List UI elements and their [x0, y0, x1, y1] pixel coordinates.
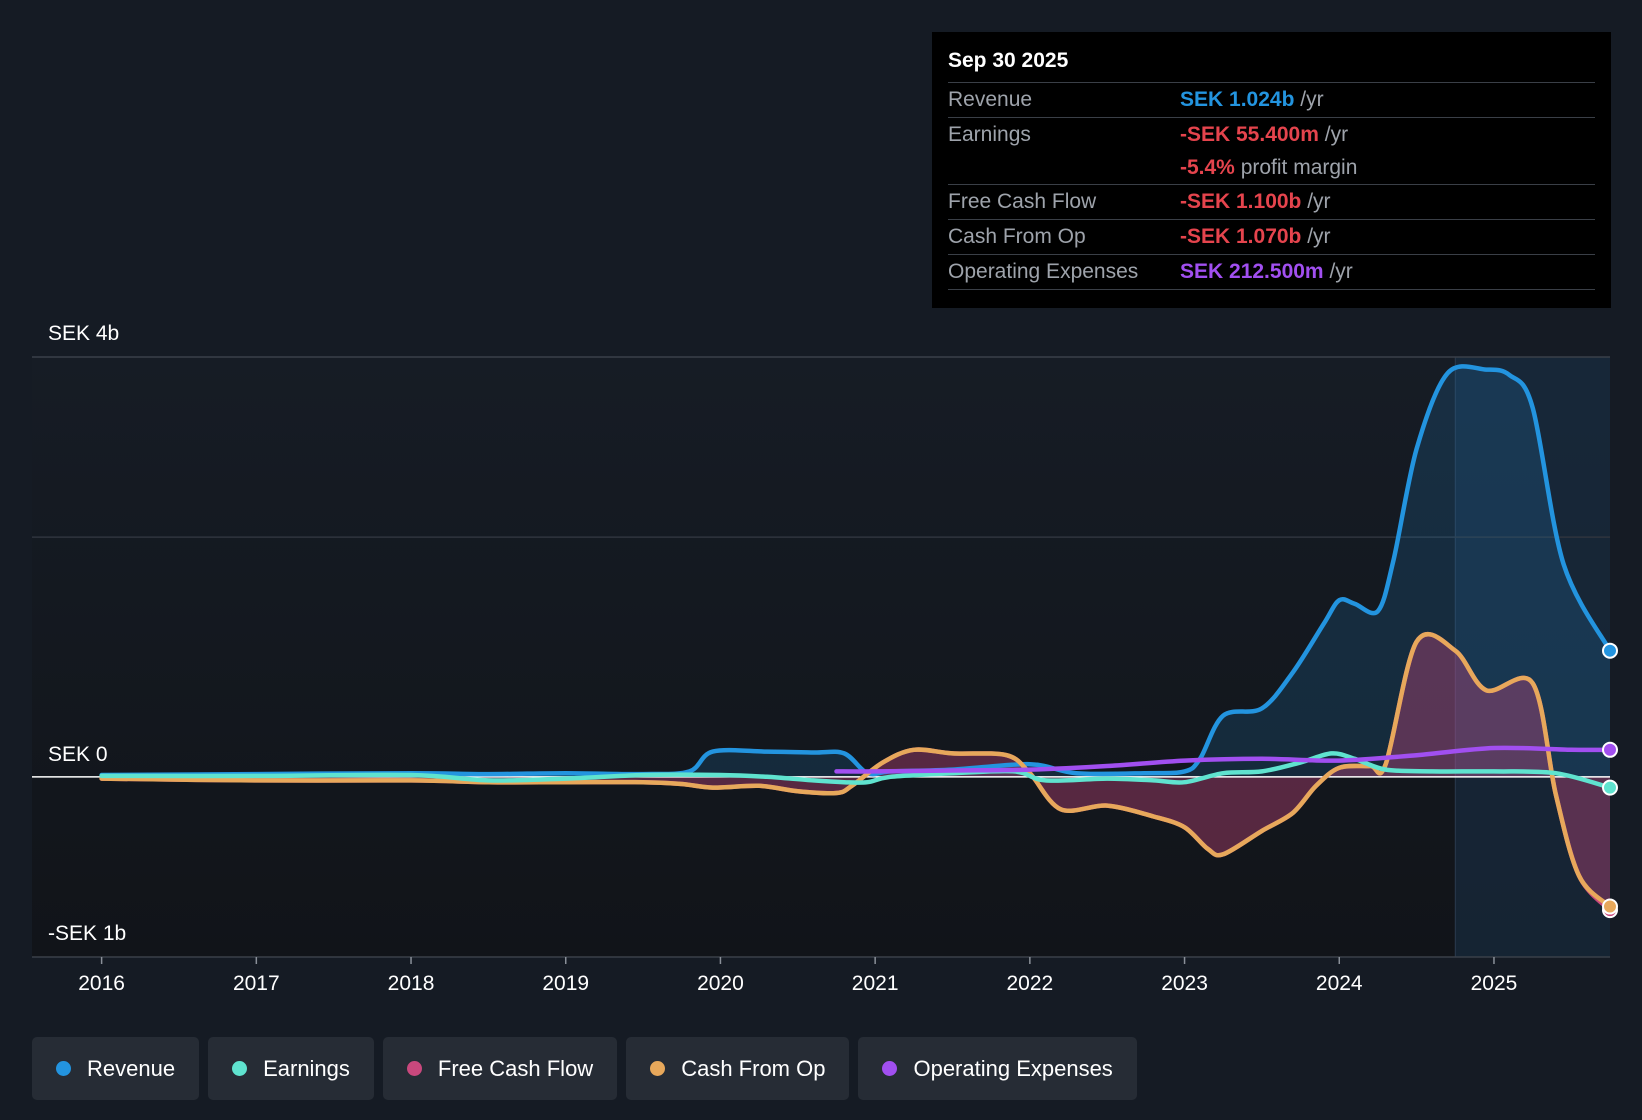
operating-expenses-endpoint — [1602, 741, 1618, 758]
x-tick-label: 2023 — [1161, 972, 1208, 995]
x-tick-label: 2024 — [1316, 972, 1363, 995]
tooltip-bottom-rule — [948, 289, 1595, 290]
legend-dot-icon — [232, 1061, 248, 1076]
plot-background — [32, 357, 1610, 957]
legend-dot-icon — [406, 1061, 422, 1076]
tooltip-row-unit: /yr — [1323, 260, 1353, 283]
tooltip-row-value: SEK 212.500m /yr — [1180, 260, 1353, 283]
revenue-endpoint — [1602, 642, 1618, 659]
x-tick-label: 2016 — [78, 972, 125, 995]
revenue-area — [101, 366, 1611, 777]
legend-item-operating-expenses[interactable]: Operating Expenses — [858, 1037, 1137, 1100]
legend-dot-icon — [882, 1061, 898, 1076]
series-endpoints — [1602, 642, 1618, 919]
tooltip-row-unit: profit margin — [1234, 156, 1358, 179]
legend-item-cash-from-op[interactable]: Cash From Op — [626, 1037, 850, 1100]
operating-expenses-line — [834, 745, 1613, 774]
tooltip-row-label: Cash From Op — [948, 225, 1086, 248]
x-tick-label: 2018 — [388, 972, 435, 995]
legend-label: Earnings — [263, 1055, 350, 1081]
tooltip-row: -5.4% profit margin — [948, 152, 1595, 184]
tooltip-row-label: Operating Expenses — [948, 260, 1139, 283]
x-tick-label: 2017 — [233, 972, 280, 995]
tooltip-row-label: Earnings — [948, 123, 1031, 146]
earnings-endpoint — [1602, 779, 1618, 796]
legend-item-free-cash-flow[interactable]: Free Cash Flow — [382, 1037, 618, 1100]
tooltip-row-value: SEK 1.024b /yr — [1180, 88, 1324, 111]
tooltip-row-unit: /yr — [1301, 225, 1331, 248]
legend-item-earnings[interactable]: Earnings — [208, 1037, 374, 1100]
y-label-zero: SEK 0 — [48, 743, 108, 766]
x-tick-label: 2020 — [697, 972, 744, 995]
legend-label: Operating Expenses — [913, 1055, 1113, 1081]
free-cash-flow-area — [101, 634, 1611, 911]
tooltip-row: Revenue SEK 1.024b /yr — [948, 82, 1595, 117]
legend-item-revenue[interactable]: Revenue — [32, 1037, 200, 1100]
tooltip-row-value: -SEK 1.100b /yr — [1180, 190, 1331, 213]
legend-label: Free Cash Flow — [437, 1055, 594, 1081]
cash-from-op-line — [99, 632, 1613, 909]
x-tick-label: 2021 — [852, 972, 899, 995]
tooltip-row: Operating Expenses SEK 212.500m /yr — [948, 254, 1595, 289]
series-lines — [99, 364, 1613, 913]
tooltip-row: Earnings -SEK 55.400m /yr — [948, 117, 1595, 152]
tooltip-row-value: -5.4% profit margin — [1180, 156, 1358, 179]
x-tick-label: 2019 — [542, 972, 589, 995]
forecast-highlight-region — [1455, 357, 1610, 957]
legend: Revenue Earnings Free Cash Flow Cash From O… — [32, 1037, 1137, 1100]
tooltip-row-unit: /yr — [1294, 88, 1324, 111]
tooltip-date: Sep 30 2025 — [948, 49, 1069, 72]
legend-dot-icon — [650, 1061, 666, 1076]
y-label-bottom: -SEK 1b — [48, 922, 126, 945]
legend-label: Revenue — [87, 1055, 176, 1081]
tooltip-row-value: -SEK 1.070b /yr — [1180, 225, 1331, 248]
tooltip-row-unit: /yr — [1318, 123, 1349, 146]
cash-from-op-endpoint — [1602, 898, 1618, 915]
y-label-top: SEK 4b — [48, 322, 119, 345]
x-tick-label: 2025 — [1471, 972, 1518, 995]
x-axis-ticks: 2016 2017 2018 2019 2020 2021 2022 2023 2024 2025 — [78, 957, 1517, 995]
tooltip-row-value: -SEK 55.400m /yr — [1180, 123, 1349, 146]
tooltip-rows: Revenue SEK 1.024b /yr Earnings -SEK 55.400… — [948, 82, 1595, 290]
tooltip-row-label: Free Cash Flow — [948, 190, 1097, 213]
legend-label: Cash From Op — [681, 1055, 826, 1081]
series-fills — [101, 366, 1611, 911]
tooltip-row-unit: /yr — [1301, 190, 1331, 213]
x-tick-label: 2022 — [1006, 972, 1053, 995]
tooltip: Sep 30 2025 Revenue SEK 1.024b /yr Earning… — [932, 32, 1611, 308]
tooltip-row: Free Cash Flow -SEK 1.100b /yr — [948, 184, 1595, 219]
tooltip-row: Cash From Op -SEK 1.070b /yr — [948, 219, 1595, 254]
legend-dot-icon — [56, 1061, 71, 1076]
tooltip-row-label: Revenue — [948, 88, 1033, 111]
